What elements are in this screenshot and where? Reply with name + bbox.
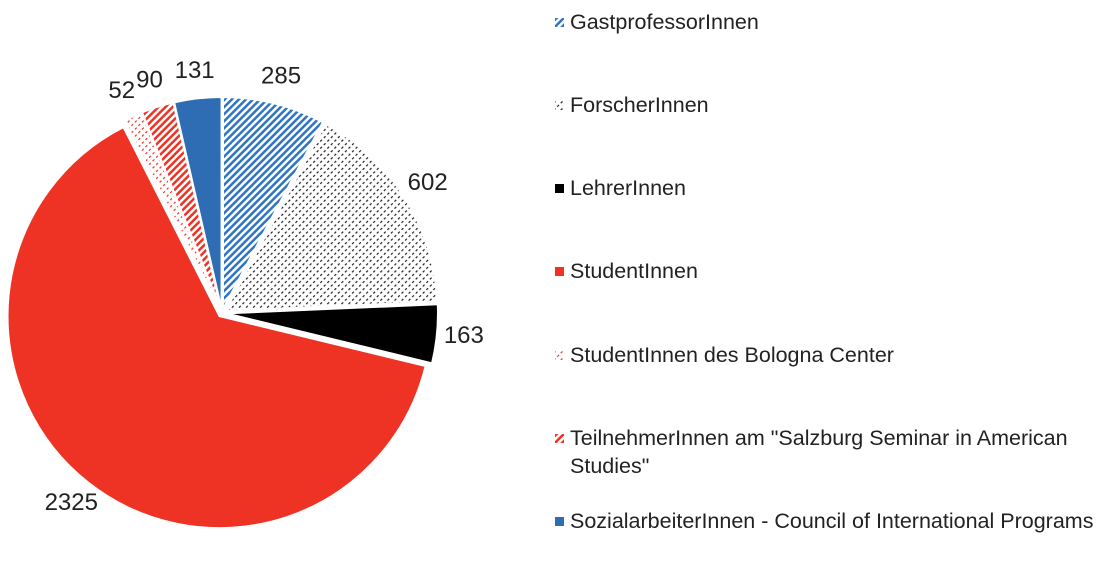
legend-marker: [555, 517, 564, 526]
data-label: 285: [261, 63, 301, 90]
legend-marker: [555, 351, 564, 360]
legend-item: GastprofessorInnen: [555, 8, 1100, 36]
legend-item: ForscherInnen: [555, 91, 1100, 119]
pie-slice: [225, 303, 439, 365]
legend-marker: [555, 101, 564, 110]
legend-marker: [555, 434, 564, 443]
pie-slice: [6, 125, 427, 530]
pie-slice: [223, 122, 439, 312]
legend-marker: [555, 184, 564, 193]
legend-marker: [555, 18, 564, 27]
data-label: 602: [408, 169, 448, 196]
legend-label: LehrerInnen: [570, 176, 686, 200]
legend-label: StudentInnen: [570, 259, 698, 283]
chart: 285 602 163 2325 52 90 131: [6, 57, 484, 530]
data-label: 163: [444, 322, 484, 349]
legend-item: StudentInnen des Bologna Center: [555, 341, 1100, 369]
legend-item: TeilnehmerInnen am "Salzburg Seminar in …: [555, 424, 1100, 480]
legend-label: StudentInnen des Bologna Center: [570, 343, 894, 367]
legend-item: LehrerInnen: [555, 174, 1100, 202]
pie-slice: [221, 96, 325, 310]
legend-item: SozialarbeiterInnen - Council of Interna…: [555, 507, 1100, 535]
data-label: 52: [108, 77, 135, 104]
legend-marker: [555, 267, 564, 276]
legend-label: SozialarbeiterInnen - Council of Interna…: [570, 509, 1094, 533]
legend-item: StudentInnen: [555, 257, 1100, 285]
data-label: 2325: [45, 489, 98, 516]
legend-label: TeilnehmerInnen am "Salzburg Seminar in …: [570, 426, 1068, 478]
pie-slice: [172, 96, 223, 310]
data-label: 90: [136, 66, 163, 93]
legend-label: ForscherInnen: [570, 93, 709, 117]
data-label: 131: [175, 57, 215, 84]
legend-label: GastprofessorInnen: [570, 10, 759, 34]
